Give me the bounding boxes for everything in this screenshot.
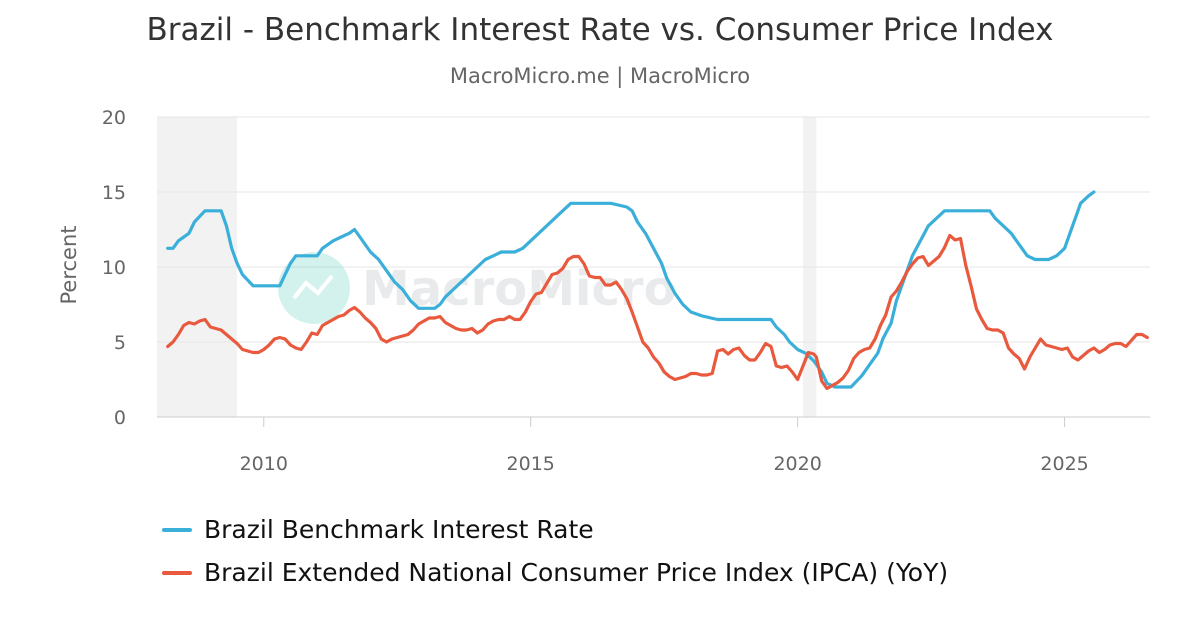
series-line-interest-rate (166, 190, 1096, 389)
y-tick-label: 20 (102, 107, 126, 129)
y-tick-label: 5 (114, 332, 126, 354)
x-tick-label: 2025 (1040, 453, 1088, 475)
watermark-logo-icon (278, 252, 350, 324)
gridlines (157, 116, 1150, 343)
y-tick-label: 15 (102, 182, 126, 204)
y-axis-label: Percent (57, 225, 81, 304)
series-line-cpi (166, 233, 1149, 391)
legend: Brazil Benchmark Interest Rate Brazil Ex… (162, 508, 948, 594)
line-chart: MacroMicro 0 5 10 15 20 2010 2015 2020 2025 Perc… (57, 107, 1150, 475)
legend-swatch-interest-rate (162, 527, 192, 532)
watermark: MacroMicro (278, 252, 677, 324)
x-tick-label: 2020 (773, 453, 821, 475)
series (166, 190, 1149, 391)
chart-subtitle: MacroMicro.me | MacroMicro (449, 64, 751, 88)
x-tick-label: 2015 (507, 453, 555, 475)
legend-swatch-cpi (162, 570, 192, 575)
watermark-logo-mark (292, 274, 334, 300)
legend-label-interest-rate: Brazil Benchmark Interest Rate (204, 515, 594, 544)
legend-item-interest-rate[interactable]: Brazil Benchmark Interest Rate (162, 508, 948, 551)
y-tick-label: 10 (102, 257, 126, 279)
chart-title: Brazil - Benchmark Interest Rate vs. Con… (146, 12, 1054, 48)
legend-item-cpi[interactable]: Brazil Extended National Consumer Price … (162, 551, 948, 594)
x-tick-label: 2010 (240, 453, 288, 475)
legend-label-cpi: Brazil Extended National Consumer Price … (204, 558, 949, 587)
axes: 0 5 10 15 20 2010 2015 2020 2025 (102, 107, 1150, 475)
watermark-text: MacroMicro (362, 261, 677, 317)
y-tick-label: 0 (114, 407, 126, 429)
